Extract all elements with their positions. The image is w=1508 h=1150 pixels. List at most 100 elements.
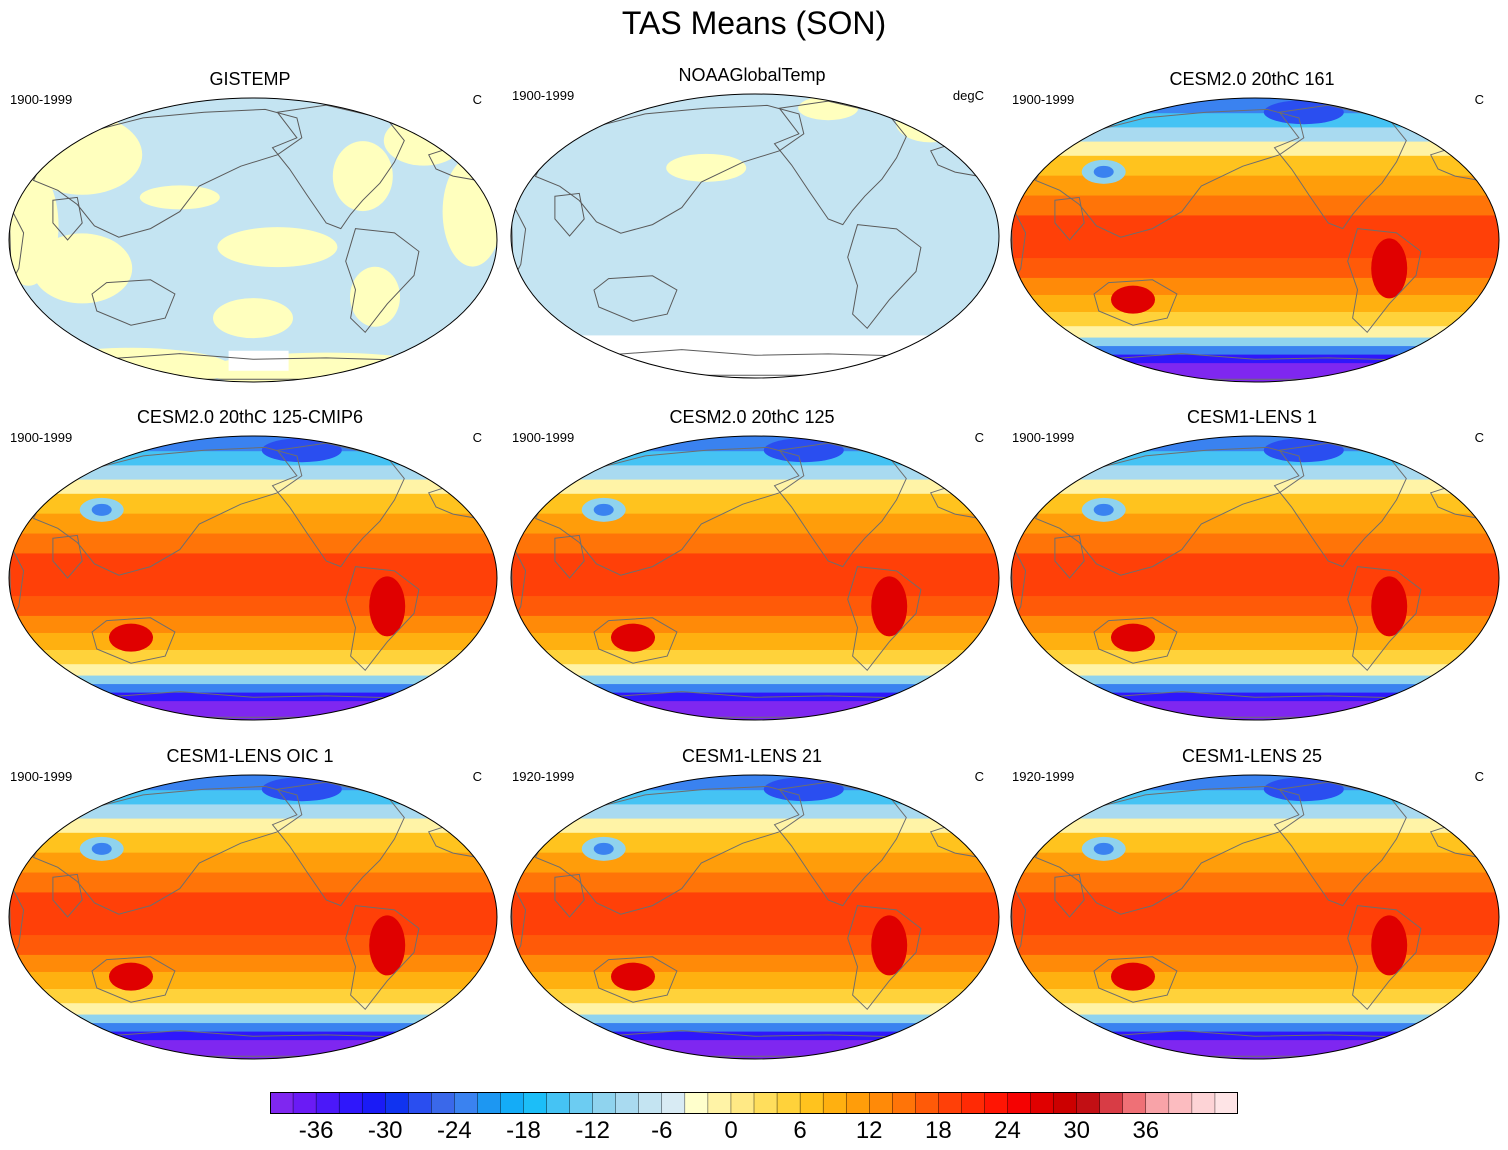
robinson-map <box>510 93 1000 379</box>
colorbar-box <box>546 1092 571 1114</box>
map-field <box>9 775 497 1059</box>
colorbar-box <box>892 1092 916 1114</box>
colorbar-tick-label: 18 <box>925 1117 952 1144</box>
map-border <box>8 774 498 1060</box>
coastline-india <box>1054 534 1085 579</box>
coastline-namerica <box>773 100 907 226</box>
colorbar-box <box>1191 1092 1216 1114</box>
coastline-asia <box>534 785 805 915</box>
coastline-namerica <box>1273 781 1407 907</box>
coastline-asia <box>1034 446 1305 576</box>
coastline-asia <box>534 104 805 234</box>
coastline-india <box>554 534 585 579</box>
coastline-australia <box>1093 279 1178 326</box>
colorbar-box <box>454 1092 479 1114</box>
colorbar-tick-label: 36 <box>1132 1117 1160 1144</box>
coastline-asia <box>1034 785 1305 915</box>
panel-period: 1900-1999 <box>512 88 575 103</box>
panel-title: GISTEMP <box>209 69 291 89</box>
colorbar-tick-label: -24 <box>437 1117 472 1144</box>
colorbar-box <box>822 1092 847 1114</box>
coastline-namerica <box>1273 442 1407 568</box>
coastline-namerica <box>271 781 405 907</box>
coastline-samerica <box>345 905 420 1011</box>
panel-period: 1900-1999 <box>1012 430 1075 445</box>
coastline-namerica <box>773 781 907 907</box>
panel-period: 1920-1999 <box>1012 769 1075 784</box>
coastline-samerica <box>847 566 922 672</box>
coastline-australia <box>1093 956 1178 1003</box>
colorbar-box <box>315 1092 340 1114</box>
colorbar-tick-label: 30 <box>1063 1117 1091 1144</box>
map-panel: GISTEMP 1900-1999 C <box>0 68 500 398</box>
panel-title: CESM2.0 20thC 125 <box>669 407 835 427</box>
colorbar-box <box>477 1092 502 1114</box>
coastline-australia <box>1093 617 1178 664</box>
panel-period: 1900-1999 <box>512 430 575 445</box>
coastline-samerica <box>1347 566 1422 672</box>
colorbar-box <box>361 1092 386 1114</box>
coastline-asia <box>32 446 303 576</box>
colorbar-tick-label: 24 <box>994 1117 1021 1144</box>
robinson-map <box>510 435 1000 721</box>
coastline-samerica <box>847 905 922 1011</box>
colorbar-box <box>1076 1092 1101 1114</box>
colorbar-box <box>730 1092 755 1114</box>
coastline-samerica <box>1347 228 1422 334</box>
colorbar-box <box>292 1092 317 1114</box>
map-border <box>1010 97 1500 383</box>
map-field <box>1011 98 1499 382</box>
colorbar-tick-label: -30 <box>367 1117 403 1144</box>
coastline-namerica <box>773 442 907 568</box>
colorbar-box <box>270 1092 294 1114</box>
coastline-india <box>52 873 83 918</box>
map-field <box>511 436 999 720</box>
panel-units: C <box>974 430 984 445</box>
robinson-map <box>510 774 1000 1060</box>
coastline-asia <box>534 446 805 576</box>
panel-units: C <box>472 92 482 107</box>
robinson-map <box>8 97 498 383</box>
panel-title: CESM1-LENS OIC 1 <box>166 746 334 766</box>
coastline-asia <box>1034 108 1305 238</box>
map-panel: CESM1-LENS 1 1900-1999 C <box>1002 406 1502 736</box>
colorbar-box <box>915 1092 939 1114</box>
colorbar-tick-label: -18 <box>506 1117 541 1144</box>
map-panel: NOAAGlobalTemp 1900-1999 degC <box>502 64 1002 394</box>
panel-period: 1900-1999 <box>10 769 73 784</box>
map-panel: CESM1-LENS 21 1920-1999 C <box>502 745 1002 1075</box>
colorbar-box <box>523 1092 548 1114</box>
colorbar-box <box>1007 1092 1032 1114</box>
figure-title: TAS Means (SON) <box>621 5 887 41</box>
colorbar <box>270 1092 1238 1114</box>
colorbar-box <box>569 1092 594 1114</box>
coastline-australia <box>593 617 678 664</box>
coastline-india <box>554 873 585 918</box>
map-field <box>511 775 999 1059</box>
coastline-namerica <box>271 104 405 230</box>
map-field <box>1011 775 1499 1059</box>
map-border <box>8 97 498 383</box>
map-border <box>510 774 1000 1060</box>
map-panel: CESM2.0 20thC 125 1900-1999 C <box>502 406 1002 736</box>
coastline-india <box>1054 873 1085 918</box>
panel-title: CESM1-LENS 21 <box>681 746 823 766</box>
panel-units: C <box>974 769 984 784</box>
map-border <box>1010 774 1500 1060</box>
colorbar-box <box>638 1092 663 1114</box>
map-field <box>9 98 497 382</box>
map-border <box>510 435 1000 721</box>
coastline-namerica <box>271 442 405 568</box>
panel-units: C <box>1474 430 1484 445</box>
colorbar-box <box>1214 1092 1238 1114</box>
panel-units: degC <box>952 88 984 103</box>
colorbar-box <box>707 1092 732 1114</box>
coastline-india <box>52 534 83 579</box>
colorbar-box <box>845 1092 870 1114</box>
colorbar-box <box>385 1092 409 1114</box>
panel-units: C <box>1474 769 1484 784</box>
coastline-australia <box>593 275 678 322</box>
colorbar-tick-label: 6 <box>793 1117 807 1144</box>
colorbar-box <box>938 1092 963 1114</box>
map-panel: CESM1-LENS 25 1920-1999 C <box>1002 745 1502 1075</box>
